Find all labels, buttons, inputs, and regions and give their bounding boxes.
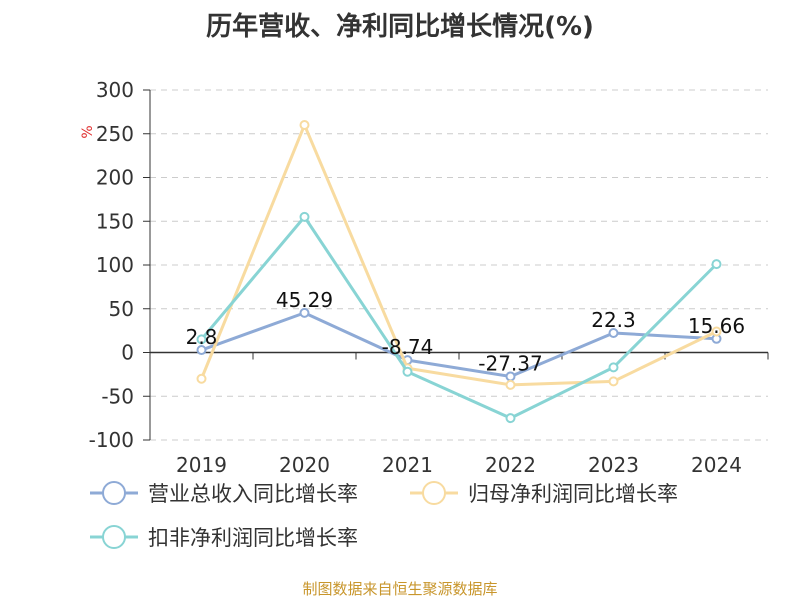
axes: 300 250 200 150 100 50 0 -50 -100% 2019 2020 2021 20… [80,78,769,477]
y-tick-label: -100 [89,428,134,452]
x-tick-label: 2024 [691,453,742,477]
x-tick-label: 2022 [485,453,536,477]
data-point [402,366,413,377]
legend-marker [102,481,126,505]
x-tick-label: 2023 [588,453,639,477]
x-tick-label: 2020 [279,453,330,477]
y-tick-label: 300 [96,78,134,102]
data-label: 2.8 [186,325,218,349]
grid-lines [150,89,768,441]
y-tick-label: 250 [96,122,134,146]
data-label: 45.29 [276,288,333,312]
data-point [299,120,310,130]
legend-item[interactable]: 归母净利润同比增长率 [410,481,678,506]
data-point [505,379,516,390]
data-point [196,373,207,384]
data-labels: 2.8 45.29 -8.74 -27.37 22.3 15.66 [186,288,746,376]
series-line [200,123,718,387]
series-lines [196,120,722,424]
series-line [200,311,717,378]
data-point [505,413,516,424]
data-point [196,334,207,345]
y-axis-unit-label: % [80,125,96,138]
legend-marker [422,481,446,505]
data-label: -8.74 [382,335,434,359]
data-label: -27.37 [478,351,542,375]
data-point [711,259,722,270]
legend-item[interactable]: 扣非净利润同比增长率 [90,525,358,550]
data-point [608,362,619,373]
legend-label: 营业总收入同比增长率 [148,482,358,506]
source-note: 制图数据来自恒生聚源数据库 [302,580,498,598]
legend-item[interactable]: 营业总收入同比增长率 [90,481,358,506]
data-point [196,345,207,356]
y-tick-label: 200 [96,166,134,190]
data-label: 15.66 [688,314,745,338]
y-tick-label: 0 [121,341,134,365]
chart-title: 历年营收、净利同比增长情况(%) [206,12,594,42]
series-line [200,215,718,420]
x-tick-label: 2021 [382,453,433,477]
legend-marker [102,525,126,549]
y-tick-label: -50 [101,384,134,408]
data-point [608,327,619,338]
legend-label: 归母净利润同比增长率 [468,482,678,506]
legend-label: 扣非净利润同比增长率 [148,526,358,550]
data-point [299,307,310,318]
y-tick-label: 100 [96,253,134,277]
data-point [299,211,310,222]
data-point [608,376,619,387]
data-label: 22.3 [591,308,636,332]
data-point [711,326,722,337]
y-tick-label: 50 [109,297,134,321]
x-tick-label: 2019 [176,453,227,477]
y-tick-label: 150 [96,209,134,233]
